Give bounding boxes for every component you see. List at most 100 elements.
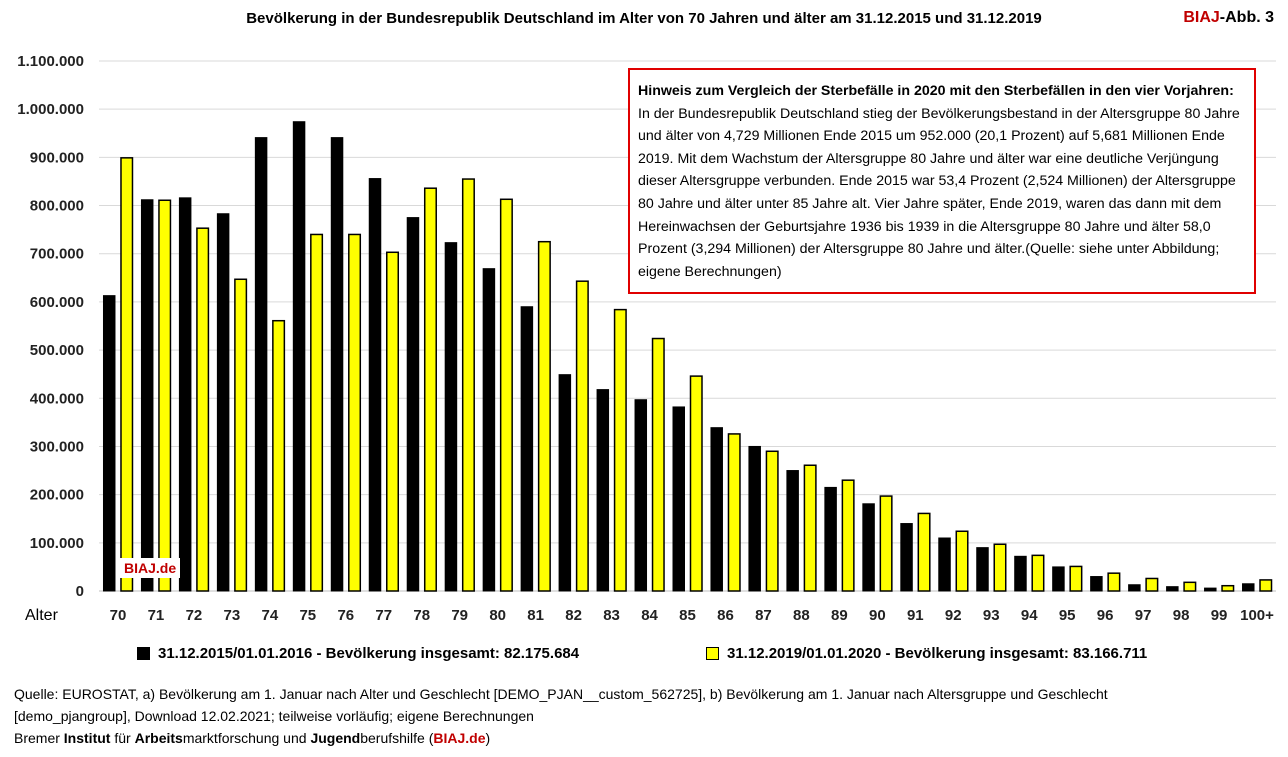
bar-2019 (348, 233, 362, 592)
y-tick-label: 1.100.000 (17, 53, 84, 70)
bar-2019 (234, 278, 248, 592)
y-tick-label: 1.000.000 (17, 101, 84, 118)
figure-label-brand: BIAJ (1183, 9, 1220, 26)
bar-2019 (196, 227, 210, 592)
bar-2019 (1183, 581, 1197, 592)
bar-2015 (824, 486, 837, 592)
bar-2019 (613, 308, 627, 592)
bar-2015 (1204, 587, 1217, 592)
bar-2015 (482, 268, 496, 592)
y-tick-label: 300.000 (30, 438, 84, 455)
source-note: Quelle: EUROSTAT, a) Bevölkerung am 1. J… (14, 683, 1108, 749)
bar-2019 (1031, 554, 1045, 592)
bar-chart: 0 100.000 200.000 300.000 400.000 500.000 600.… (17, 53, 1276, 624)
legend-label-2019: 31.12.2019/01.01.2020 - Bevölkerung insg… (727, 645, 1148, 662)
y-tick-label: 500.000 (30, 342, 84, 359)
bar-2019 (423, 187, 437, 592)
bar-2015 (900, 523, 913, 592)
bar-2019 (1259, 579, 1273, 592)
bar-2015 (976, 547, 989, 592)
y-tick-label: 0 (76, 583, 84, 600)
x-tick-label: 76 (337, 607, 354, 624)
bar-2015 (406, 217, 420, 592)
bar-2019 (461, 178, 475, 592)
bar-2015 (672, 406, 685, 592)
x-tick-label: 80 (489, 607, 506, 624)
bar-2015 (520, 306, 534, 592)
x-tick-label: 85 (679, 607, 696, 624)
bar-2015 (558, 374, 572, 592)
x-tick-label: 95 (1059, 607, 1076, 624)
x-tick-label: 71 (148, 607, 165, 624)
bar-2015 (786, 470, 799, 592)
bar-2015 (710, 427, 723, 592)
x-tick-label: 70 (110, 607, 127, 624)
x-axis-label: Alter (25, 607, 59, 624)
source-line-3: Bremer Institut für Arbeitsmarktforschun… (14, 727, 1108, 749)
y-tick-label: 800.000 (30, 198, 84, 215)
source-line-1: Quelle: EUROSTAT, a) Bevölkerung am 1. J… (14, 686, 1108, 702)
bar-2019 (689, 375, 703, 592)
bar-2015 (1166, 586, 1179, 592)
source-part: Bremer (14, 730, 64, 746)
bar-2019 (841, 479, 855, 592)
x-tick-label: 100+ (1240, 607, 1274, 624)
x-tick-label: 92 (945, 607, 962, 624)
bar-2015 (368, 178, 382, 592)
bar-2015 (1014, 555, 1027, 592)
bar-2015 (938, 537, 951, 592)
bar-2015 (1052, 566, 1065, 592)
bar-2015 (748, 445, 761, 592)
x-tick-label: 90 (869, 607, 886, 624)
legend-item-2015: 31.12.2015/01.01.2016 - Bevölkerung insg… (137, 645, 579, 662)
x-tick-label: 77 (375, 607, 392, 624)
bar-2019 (993, 543, 1007, 592)
bar-2019 (727, 433, 741, 592)
bar-2015 (1242, 583, 1255, 592)
x-tick-label: 78 (413, 607, 430, 624)
bar-2019 (917, 512, 931, 592)
note-body: In der Bundesrepublik Deutschland stieg … (638, 105, 1240, 280)
bar-2015 (102, 295, 116, 592)
bar-2015 (178, 197, 192, 592)
x-tick-label: 89 (831, 607, 848, 624)
bar-2015 (292, 121, 306, 592)
bar-2019 (1107, 572, 1121, 592)
figure-label-number: -Abb. 3 (1219, 9, 1274, 26)
x-tick-label: 98 (1173, 607, 1190, 624)
bar-2019 (120, 157, 134, 592)
bar-2019 (1221, 584, 1235, 592)
source-part: für (110, 730, 135, 746)
y-tick-label: 900.000 (30, 149, 84, 166)
x-tick-label: 88 (793, 607, 810, 624)
bar-2015 (1090, 576, 1103, 592)
bar-2019 (955, 530, 969, 592)
bar-2015 (1128, 584, 1141, 592)
source-line-2: [demo_pjangroup], Download 12.02.2021; t… (14, 708, 534, 724)
x-tick-label: 81 (527, 607, 544, 624)
bar-2019 (651, 337, 665, 592)
source-part: marktforschung und (182, 730, 311, 746)
x-tick-label: 93 (983, 607, 1000, 624)
legend-swatch-black (137, 647, 150, 660)
source-part: ) (485, 730, 491, 746)
source-part: Arbeits (134, 730, 183, 746)
bar-2019 (879, 495, 893, 592)
y-tick-label: 400.000 (30, 390, 84, 407)
x-tick-label: 94 (1021, 607, 1038, 624)
bar-2019 (310, 233, 324, 592)
x-tick-label: 86 (717, 607, 734, 624)
legend-item-2019: 31.12.2019/01.01.2020 - Bevölkerung insg… (706, 645, 1147, 662)
note-box: Hinweis zum Vergleich der Sterbefälle in… (628, 68, 1256, 294)
y-tick-label: 700.000 (30, 246, 84, 263)
figure-label: BIAJ-Abb. 3 (1183, 9, 1274, 27)
bar-2019 (499, 198, 513, 592)
legend-label-2015: 31.12.2015/01.01.2016 - Bevölkerung insg… (158, 645, 580, 662)
x-tick-label: 72 (186, 607, 203, 624)
x-tick-label: 99 (1211, 607, 1228, 624)
x-tick-label: 83 (603, 607, 620, 624)
bar-2019 (158, 199, 172, 592)
bar-2015 (140, 199, 154, 592)
x-tick-label: 82 (565, 607, 582, 624)
chart-title: Bevölkerung in der Bundesrepublik Deutsc… (246, 10, 1042, 27)
